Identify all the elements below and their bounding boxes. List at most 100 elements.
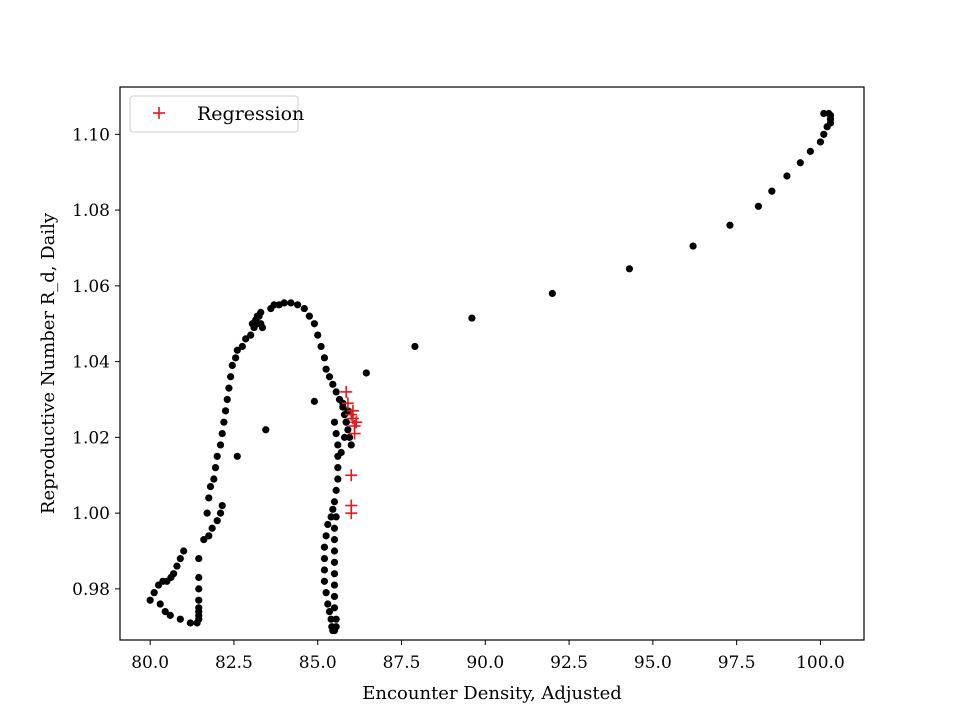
data-point (294, 301, 302, 309)
data-point (332, 623, 340, 631)
data-point (820, 109, 828, 118)
y-tick-label: 1.04 (72, 353, 110, 373)
data-point (258, 323, 267, 332)
data-point (170, 570, 178, 578)
data-point (325, 607, 334, 616)
data-point (186, 619, 194, 627)
data-point (150, 589, 158, 597)
data-point (176, 615, 184, 623)
data-point (332, 388, 340, 396)
data-point (242, 335, 250, 343)
data-point (287, 299, 295, 307)
data-point (337, 448, 345, 457)
data-point (689, 242, 697, 250)
data-point (238, 342, 246, 351)
data-point (146, 596, 154, 604)
data-point (176, 554, 184, 563)
y-tick-label: 1.08 (72, 201, 110, 221)
plot-marks (146, 109, 835, 635)
regression-point (341, 397, 354, 410)
data-point (330, 570, 339, 578)
data-point (324, 600, 332, 608)
data-point (330, 524, 339, 532)
data-point (262, 426, 270, 434)
y-tick-label: 1.10 (72, 125, 110, 145)
data-point (548, 289, 556, 298)
data-point (228, 361, 236, 369)
data-point (223, 395, 231, 404)
data-point (344, 426, 352, 434)
data-point (362, 369, 370, 377)
x-tick-label: 100.0 (796, 653, 845, 673)
data-point (330, 547, 339, 555)
data-point (332, 486, 340, 494)
data-point (330, 592, 339, 601)
data-point (206, 482, 215, 491)
data-point (796, 159, 804, 167)
data-point (310, 397, 318, 405)
data-point (225, 384, 233, 392)
data-point (820, 130, 828, 138)
data-point (305, 312, 313, 320)
data-point (322, 589, 330, 597)
data-point (300, 304, 308, 313)
data-point (203, 509, 211, 517)
legend-box (129, 95, 299, 133)
data-point (332, 615, 340, 623)
data-point (208, 524, 216, 532)
x-tick-label: 85.0 (299, 653, 337, 673)
data-point (324, 520, 332, 529)
regression-point (340, 385, 353, 398)
data-point (322, 532, 330, 540)
data-point (329, 380, 337, 388)
data-point (330, 558, 339, 566)
x-tick-label: 82.5 (215, 653, 253, 673)
data-point (226, 373, 235, 381)
x-axis-label: Encounter Density, Adjusted (362, 683, 622, 704)
data-point (806, 147, 814, 155)
data-point (816, 138, 825, 146)
y-tick-label: 1.06 (72, 277, 110, 297)
y-axis: 0.98 1.00 1.02 1.04 1.06 1.08 1.10 (72, 125, 120, 600)
y-tick-label: 0.98 (72, 580, 110, 600)
data-point (726, 221, 734, 229)
data-point (253, 312, 262, 320)
data-point (330, 498, 339, 506)
data-point (332, 429, 340, 438)
data-point (195, 604, 203, 612)
regression-point (346, 404, 359, 417)
x-tick-label: 87.5 (383, 653, 421, 673)
data-point (468, 314, 476, 322)
data-point (195, 573, 203, 582)
data-point (825, 109, 833, 118)
data-point (195, 596, 203, 604)
data-point (334, 464, 342, 472)
x-tick-label: 90.0 (466, 653, 504, 673)
data-point (220, 418, 228, 426)
data-point (342, 418, 350, 426)
data-point (345, 433, 354, 441)
data-point (218, 429, 226, 438)
data-point (332, 513, 340, 521)
data-point (232, 354, 240, 362)
data-point (205, 494, 213, 502)
data-point (320, 554, 329, 563)
data-point (334, 441, 342, 449)
data-point (340, 433, 349, 441)
data-point (200, 536, 208, 544)
data-point (330, 418, 339, 426)
data-point (783, 172, 791, 180)
data-point (211, 464, 220, 472)
y-axis-label: Reproductive Number R_d, Daily (38, 212, 59, 514)
data-point (411, 342, 419, 351)
data-point (347, 441, 355, 449)
data-point (320, 543, 329, 551)
data-point (161, 607, 169, 616)
data-point (310, 320, 318, 328)
legend-marker-regression (153, 107, 165, 119)
data-point (213, 517, 221, 525)
data-point (216, 441, 225, 449)
data-point (320, 566, 329, 574)
legend: Regression (129, 95, 304, 133)
